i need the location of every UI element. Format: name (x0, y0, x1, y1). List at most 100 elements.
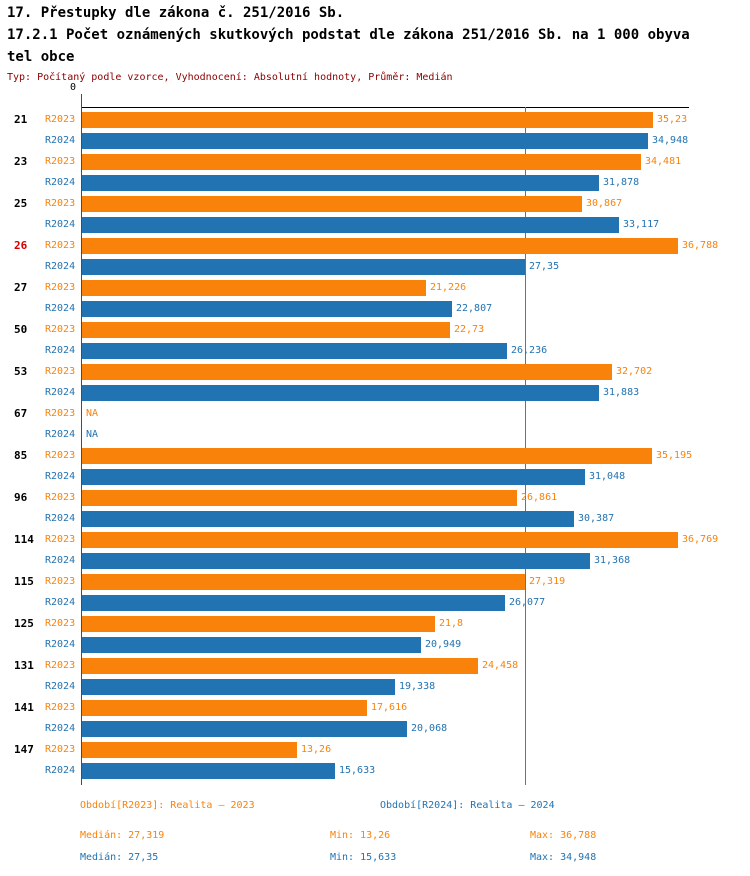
bar-row-r2024: R2024 19,338 (0, 679, 750, 695)
bar-r2023 (82, 196, 582, 212)
bar-r2024 (82, 595, 505, 611)
series-label-r2023: R2023 (45, 618, 76, 629)
bar-row-r2023: 141 R2023 17,616 (0, 700, 750, 716)
value-label-r2024: 31,878 (603, 177, 640, 188)
series-label-r2023: R2023 (45, 576, 76, 587)
value-label-r2023: 30,867 (586, 198, 623, 209)
bar-pair: 50 R2023 22,73 R2024 26,236 (0, 322, 750, 359)
value-label-r2023: 35,195 (656, 450, 693, 461)
bar-r2024 (82, 511, 574, 527)
bar-row-r2023: 53 R2023 32,702 (0, 364, 750, 380)
bar-r2023 (82, 364, 612, 380)
value-label-r2023: 26,861 (521, 492, 558, 503)
series-label-r2024: R2024 (45, 681, 76, 692)
bar-row-r2023: 25 R2023 30,867 (0, 196, 750, 212)
bar-pair: 21 R2023 35,23 R2024 34,948 (0, 112, 750, 149)
category-label: 25 (14, 197, 28, 210)
value-label-r2024: 20,949 (425, 639, 462, 650)
series-label-r2024: R2024 (45, 135, 76, 146)
bar-pair: 96 R2023 26,861 R2024 30,387 (0, 490, 750, 527)
bar-pair: 131 R2023 24,458 R2024 19,338 (0, 658, 750, 695)
series-label-r2024: R2024 (45, 597, 76, 608)
category-label: 141 (14, 701, 34, 714)
bar-row-r2024: R2024 31,048 (0, 469, 750, 485)
bar-row-r2024: R2024 20,068 (0, 721, 750, 737)
bar-pair: 125 R2023 21,8 R2024 20,949 (0, 616, 750, 653)
series-label-r2023: R2023 (45, 366, 76, 377)
report-title-line3: tel obce (7, 49, 75, 65)
bar-row-r2024: R2024 26,236 (0, 343, 750, 359)
legend-entry-r2023: Období[R2023]: Realita – 2023 (80, 800, 255, 811)
bar-r2023 (82, 742, 297, 758)
value-label-r2023: 36,788 (682, 240, 719, 251)
stat-median-r2024: Medián: 27,35 (80, 852, 159, 863)
legend-entry-r2024: Období[R2024]: Realita – 2024 (380, 800, 555, 811)
bar-r2023 (82, 322, 450, 338)
category-label: 125 (14, 617, 34, 630)
series-label-r2024: R2024 (45, 303, 76, 314)
category-label: 67 (14, 407, 28, 420)
bar-chart: 0 21 R2023 35,23 R2024 34,948 23 R2023 34,481 R2… (0, 82, 750, 790)
category-label: 115 (14, 575, 34, 588)
stat-max-r2024: Max: 34,948 (530, 852, 597, 863)
stat-median-r2023: Medián: 27,319 (80, 830, 165, 841)
bar-r2024 (82, 679, 395, 695)
value-label-r2024: 26,236 (511, 345, 548, 356)
value-label-r2024: 31,048 (589, 471, 626, 482)
value-label-r2024: 26,077 (509, 597, 546, 608)
category-label: 147 (14, 743, 34, 756)
bar-row-r2023: 125 R2023 21,8 (0, 616, 750, 632)
series-label-r2024: R2024 (45, 429, 76, 440)
value-label-r2024: 27,35 (529, 261, 560, 272)
category-label: 131 (14, 659, 34, 672)
value-label-r2023: 35,23 (657, 114, 688, 125)
series-label-r2023: R2023 (45, 408, 76, 419)
series-label-r2024: R2024 (45, 261, 76, 272)
series-label-r2024: R2024 (45, 513, 76, 524)
bar-r2024 (82, 553, 590, 569)
bar-r2023 (82, 154, 641, 170)
bar-row-r2024: R2024 27,35 (0, 259, 750, 275)
bar-r2024 (82, 301, 452, 317)
bar-row-r2023: 114 R2023 36,769 (0, 532, 750, 548)
chart-rows: 21 R2023 35,23 R2024 34,948 23 R2023 34,481 R202… (0, 112, 750, 784)
bar-r2024 (82, 721, 407, 737)
series-label-r2024: R2024 (45, 555, 76, 566)
bar-row-r2023: 96 R2023 26,861 (0, 490, 750, 506)
value-label-r2023: NA (86, 408, 99, 419)
bar-row-r2023: 21 R2023 35,23 (0, 112, 750, 128)
bar-r2023 (82, 238, 678, 254)
series-label-r2023: R2023 (45, 198, 76, 209)
report-title-line2: 17.2.1 Počet oznámených skutkových podst… (7, 27, 690, 43)
bar-pair: 27 R2023 21,226 R2024 22,807 (0, 280, 750, 317)
bar-row-r2023: 147 R2023 13,26 (0, 742, 750, 758)
median-reference-line (525, 107, 526, 785)
bar-r2023 (82, 700, 367, 716)
value-label-r2024: 33,117 (623, 219, 660, 230)
category-label: 21 (14, 113, 28, 126)
value-label-r2024: 22,807 (456, 303, 493, 314)
value-label-r2024: NA (86, 429, 99, 440)
report-subtitle: Typ: Počítaný podle vzorce, Vyhodnocení:… (7, 72, 453, 83)
bar-row-r2024: R2024 34,948 (0, 133, 750, 149)
series-label-r2024: R2024 (45, 387, 76, 398)
stat-min-r2023: Min: 13,26 (330, 830, 391, 841)
bar-row-r2024: R2024 26,077 (0, 595, 750, 611)
x-axis-zero-label: 0 (70, 82, 77, 93)
bar-r2024 (82, 133, 648, 149)
series-label-r2024: R2024 (45, 723, 76, 734)
report-title-line1: 17. Přestupky dle zákona č. 251/2016 Sb. (7, 5, 345, 21)
value-label-r2024: 34,948 (652, 135, 689, 146)
bar-r2024 (82, 175, 599, 191)
series-label-r2024: R2024 (45, 219, 76, 230)
bar-pair: 53 R2023 32,702 R2024 31,883 (0, 364, 750, 401)
bar-pair: 114 R2023 36,769 R2024 31,368 (0, 532, 750, 569)
bar-r2023 (82, 532, 678, 548)
bar-pair: 67 R2023 NA R2024 NA (0, 406, 750, 443)
series-label-r2023: R2023 (45, 492, 76, 503)
stat-max-r2023: Max: 36,788 (530, 830, 597, 841)
bar-r2024 (82, 217, 619, 233)
series-label-r2023: R2023 (45, 660, 76, 671)
y-axis-line (81, 94, 82, 785)
value-label-r2023: 27,319 (529, 576, 566, 587)
